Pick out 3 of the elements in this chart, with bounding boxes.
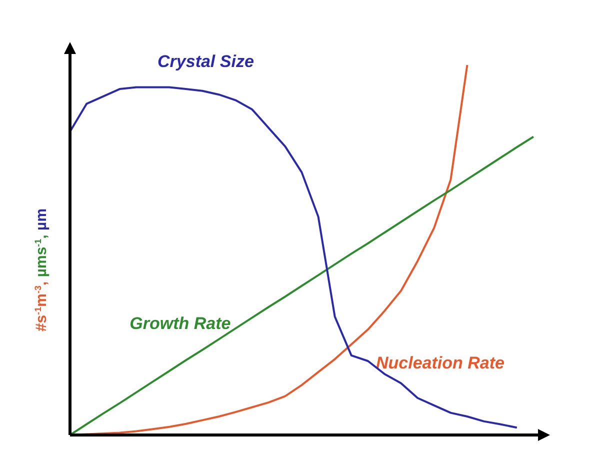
- series-label: Nucleation Rate: [376, 354, 504, 373]
- series-label: Growth Rate: [130, 314, 231, 333]
- series-label: Crystal Size: [158, 52, 254, 72]
